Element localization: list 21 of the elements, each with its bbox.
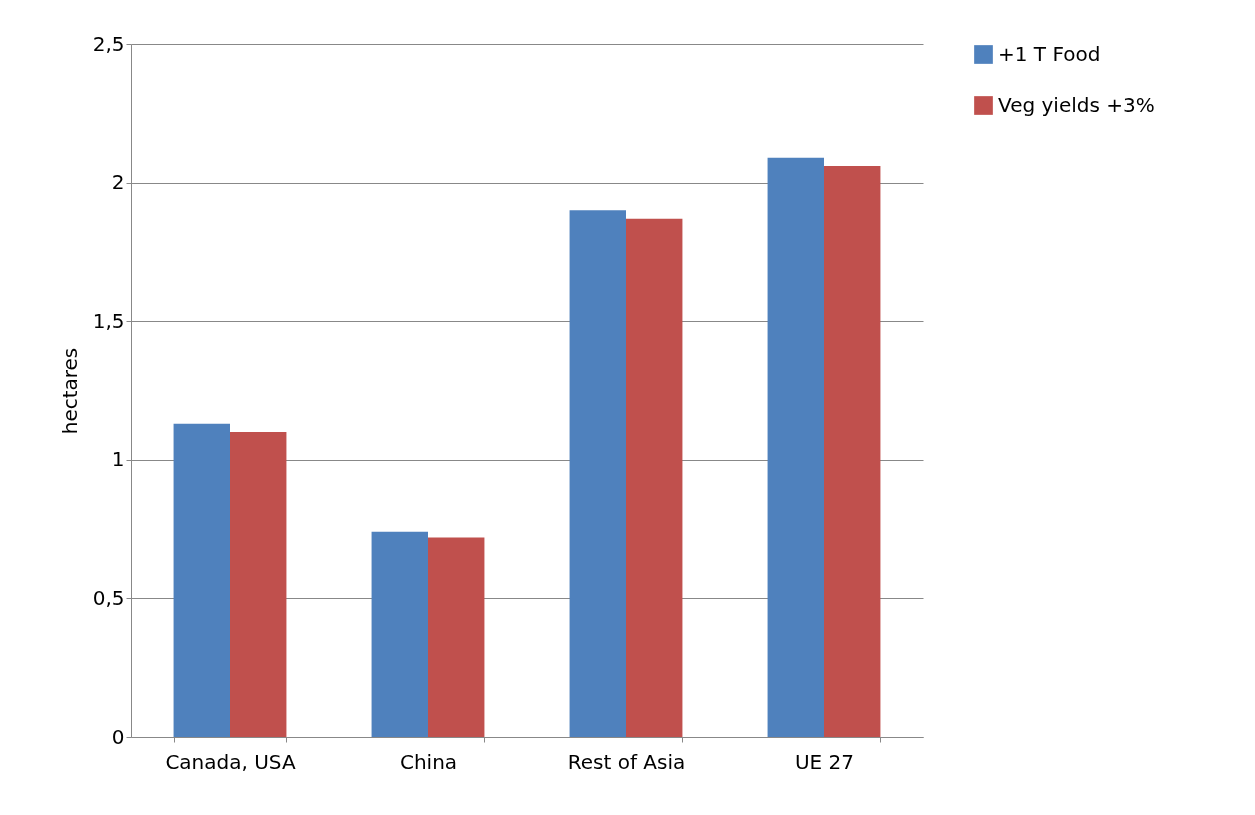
x-tick-label: China — [399, 749, 458, 774]
bar — [173, 423, 230, 737]
bar — [824, 165, 881, 737]
bar — [371, 531, 428, 737]
y-tick-label: 2 — [111, 170, 125, 195]
x-tick-label: Rest of Asia — [567, 749, 686, 774]
legend-label: +1 T Food — [998, 41, 1101, 66]
y-tick-label: 2,5 — [92, 31, 125, 56]
bar — [626, 218, 683, 737]
y-tick-label: 0,5 — [92, 585, 125, 610]
y-tick-label: 1,5 — [92, 308, 125, 333]
bar — [230, 432, 287, 737]
x-tick-label: Canada, USA — [165, 749, 296, 774]
bar — [569, 210, 626, 737]
bar — [428, 537, 485, 737]
y-axis-title: hectares — [57, 347, 82, 435]
bar — [767, 157, 824, 737]
x-tick-label: UE 27 — [794, 749, 855, 774]
legend-label: Veg yields +3% — [998, 92, 1155, 117]
y-tick-label: 1 — [111, 447, 125, 472]
y-tick-label: 0 — [111, 724, 125, 749]
